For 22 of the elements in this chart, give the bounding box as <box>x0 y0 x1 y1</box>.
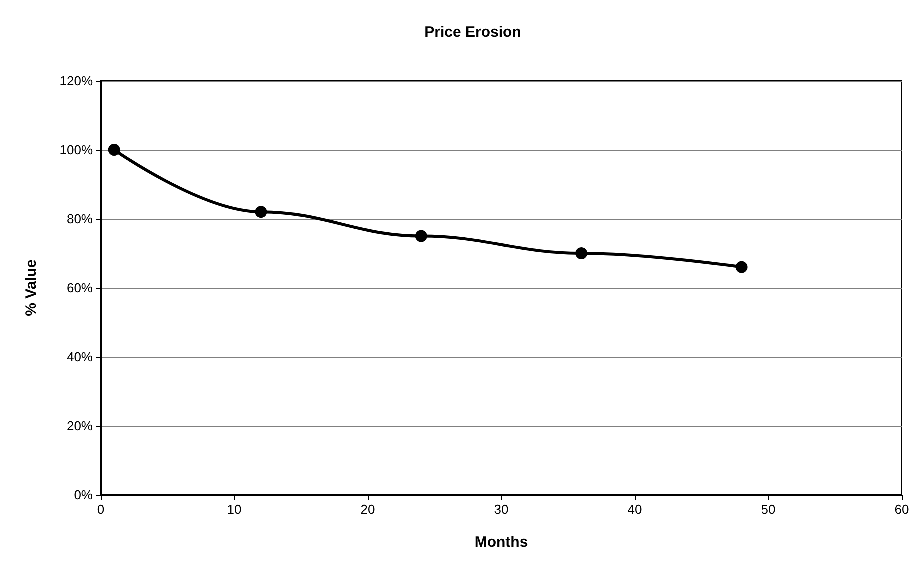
x-axis-title: Months <box>474 534 528 551</box>
x-tick-label: 50 <box>761 502 776 517</box>
x-tick-label: 30 <box>494 502 509 517</box>
y-tick-label: 60% <box>66 280 94 296</box>
x-tick-label: 20 <box>360 502 376 517</box>
y-tick-label: 80% <box>66 212 94 226</box>
y-tick-label: 20% <box>66 418 94 434</box>
point <box>415 230 428 242</box>
y-tick-label: 100% <box>60 142 94 158</box>
y-tick-label: 40% <box>66 350 94 364</box>
point <box>255 206 268 218</box>
x-tick-label: 10 <box>227 502 242 517</box>
x-tick-label: 40 <box>628 502 642 517</box>
y-tick-label: 120% <box>60 74 94 88</box>
chart-title: Price Erosion <box>424 24 522 41</box>
point <box>576 248 588 260</box>
x-tick-label: 0 <box>97 502 105 517</box>
y-tick-label: 0% <box>74 488 94 502</box>
y-axis-title: % Value <box>23 260 40 316</box>
point <box>736 261 748 274</box>
point <box>108 144 120 156</box>
x-tick-label: 60 <box>894 502 910 517</box>
